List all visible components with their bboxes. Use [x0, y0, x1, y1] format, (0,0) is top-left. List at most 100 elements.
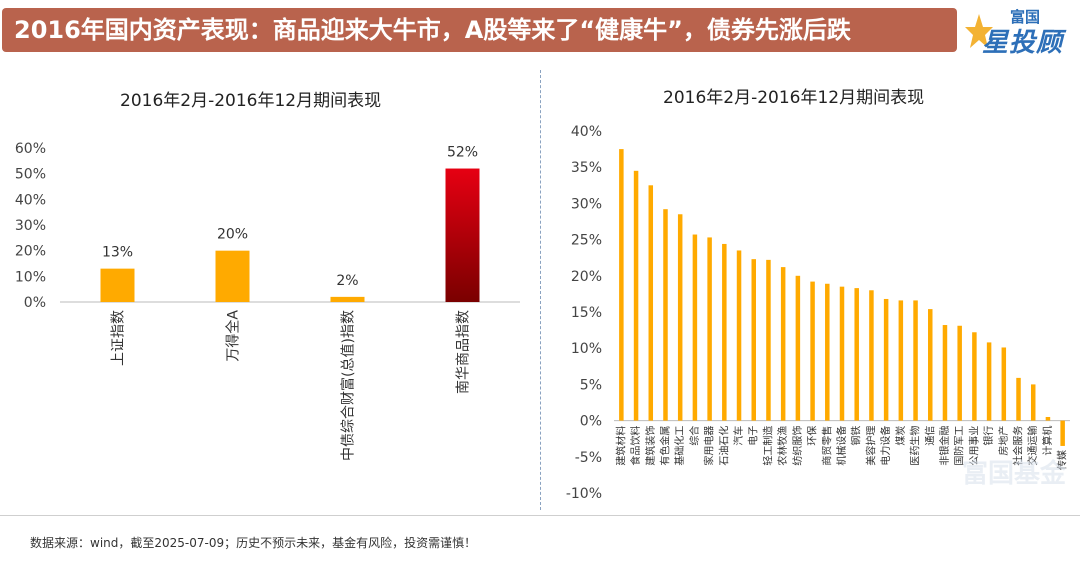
bar — [780, 267, 786, 421]
bar — [839, 286, 845, 421]
bar — [619, 149, 624, 421]
y-tick-label: 10% — [571, 341, 602, 357]
data-source-note: 数据来源：wind，截至2025-07-09；历史不预示未来，基金有风险，投资需… — [30, 536, 477, 550]
bar — [722, 243, 727, 421]
bar — [215, 250, 250, 302]
category-label: 建筑装饰 — [644, 426, 657, 466]
category-label: 万得全A — [225, 310, 242, 362]
y-tick-label: 25% — [571, 233, 602, 249]
bar — [957, 325, 962, 421]
bar — [663, 209, 668, 421]
y-tick-label: 10% — [15, 269, 46, 285]
y-tick-label: 20% — [15, 244, 46, 260]
star-icon — [965, 14, 993, 48]
data-label: 20% — [217, 227, 248, 243]
y-tick-label: 60% — [15, 141, 46, 157]
category-label: 石油石化 — [717, 426, 730, 466]
bar — [825, 283, 830, 421]
y-tick-label: 30% — [571, 196, 602, 212]
logo-name: 星投顾 — [982, 28, 1064, 58]
category-label: 环保 — [806, 426, 819, 446]
category-label: 建筑材料 — [614, 426, 627, 466]
category-label: 银行 — [982, 426, 995, 446]
bar — [986, 342, 992, 421]
category-label: 社会服务 — [1012, 426, 1025, 466]
logo-brand: 富国 — [1010, 8, 1041, 26]
bar — [913, 300, 918, 421]
category-label: 公用事业 — [967, 426, 980, 466]
category-label: 医药生物 — [909, 426, 922, 466]
category-label: 食品饮料 — [629, 426, 642, 466]
category-label: 轻工制造 — [761, 426, 774, 466]
y-tick-label: 40% — [15, 192, 46, 208]
right-chart-title: 2016年2月-2016年12月期间表现 — [663, 88, 925, 108]
category-label: 煤炭 — [894, 426, 907, 446]
left-bar-chart: 0% 10% 20% 30% 40% 50% 60% 13% 上证指数 20% 万得全A 2% 中债综合… — [15, 141, 520, 461]
y-tick-label: 15% — [571, 305, 602, 321]
right-bar-chart: -10% -5% 0% 5% 10% 15% 20% 25% 30% 35% 40% 建筑材料 食品饮料… — [566, 124, 1070, 502]
bar — [795, 275, 801, 421]
y-tick-label: -5% — [575, 450, 602, 466]
category-label: 通信 — [924, 426, 936, 446]
bar — [1030, 384, 1036, 421]
bar — [869, 290, 874, 421]
category-label: 上证指数 — [111, 310, 127, 366]
bar — [1001, 347, 1007, 421]
category-label: 南华商品指数 — [456, 310, 472, 394]
category-label: 电子 — [747, 426, 760, 446]
bar — [445, 168, 480, 302]
page-title: 2016年国内资产表现：商品迎来大牛市，A股等来了“健康牛”，债券先涨后跌 — [14, 16, 851, 44]
bar — [648, 185, 654, 421]
bar — [1016, 377, 1021, 421]
y-tick-label: 35% — [571, 160, 602, 176]
bar — [677, 214, 683, 421]
bar — [736, 250, 742, 421]
bar — [100, 268, 135, 302]
category-label: 机械设备 — [835, 426, 848, 466]
left-chart-title: 2016年2月-2016年12月期间表现 — [120, 91, 382, 111]
data-label: 52% — [447, 145, 478, 161]
bar — [942, 325, 948, 421]
bar — [330, 296, 365, 302]
y-tick-label: 50% — [15, 167, 46, 183]
bar — [883, 298, 889, 421]
category-label: 家用电器 — [703, 426, 716, 466]
header: 2016年国内资产表现：商品迎来大牛市，A股等来了“健康牛”，债券先涨后跌 富国… — [0, 0, 1080, 62]
bar — [1045, 416, 1051, 421]
chart-divider — [540, 70, 541, 510]
category-label: 电力设备 — [879, 426, 892, 466]
y-tick-label: 20% — [571, 269, 602, 285]
category-label: 农林牧渔 — [776, 426, 789, 466]
category-label: 综合 — [688, 426, 701, 446]
category-label: 交通运输 — [1026, 426, 1039, 466]
logo: 富国 星投顾 — [962, 4, 1076, 60]
y-tick-label: 5% — [580, 377, 602, 393]
y-tick-label: 0% — [24, 295, 46, 311]
bar — [810, 281, 815, 421]
y-tick-label: 40% — [571, 124, 602, 140]
category-label: 房地产 — [997, 426, 1010, 456]
category-label: 计算机 — [1041, 426, 1054, 456]
title-banner — [2, 8, 957, 52]
category-label: 汽车 — [732, 426, 745, 446]
bar — [751, 259, 756, 421]
bar — [692, 234, 698, 421]
data-label: 2% — [336, 273, 358, 289]
bar — [633, 170, 639, 421]
footer: 数据来源：wind，截至2025-07-09；历史不预示未来，基金有风险，投资需… — [0, 515, 1080, 562]
data-label: 13% — [102, 245, 133, 261]
category-label: 非银金融 — [938, 426, 951, 466]
bar — [707, 237, 712, 421]
category-label: 中债综合财富(总值)指数 — [340, 310, 357, 461]
bar — [766, 259, 771, 421]
y-tick-label: -10% — [566, 486, 602, 502]
bar — [898, 300, 904, 421]
bar — [1060, 420, 1065, 446]
bar — [928, 309, 933, 421]
category-label: 商贸零售 — [820, 426, 833, 466]
category-label: 传媒 — [1057, 450, 1069, 470]
category-label: 有色金属 — [658, 426, 671, 466]
category-label: 美容护理 — [864, 426, 877, 466]
category-label: 钢铁 — [850, 426, 863, 446]
category-label: 基础化工 — [673, 426, 686, 466]
